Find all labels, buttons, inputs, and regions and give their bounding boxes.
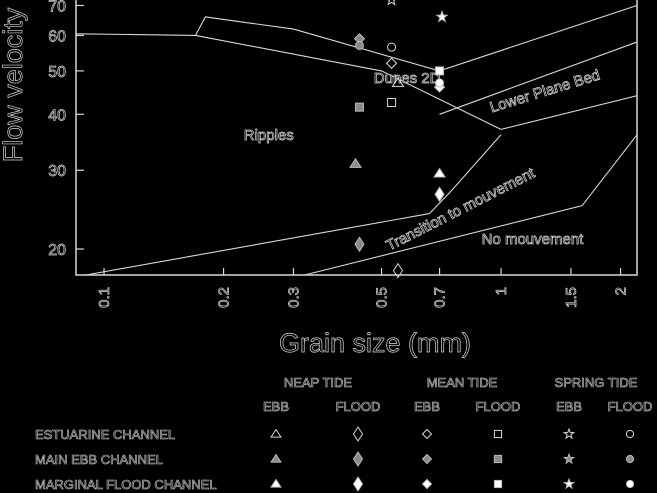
region-label: No mouvement xyxy=(482,231,585,248)
star-marker-icon xyxy=(562,452,576,465)
legend-column-label: EBB xyxy=(414,399,440,414)
tall-diamond-marker-icon xyxy=(354,236,365,253)
boundary-ripples-upper xyxy=(75,33,502,130)
y-tick-label: 30 xyxy=(48,163,66,180)
plot-frame xyxy=(75,0,638,276)
boundary-transition-upper xyxy=(85,134,502,276)
tall-diamond-marker-icon xyxy=(352,451,364,467)
triangle-marker-icon xyxy=(270,428,282,438)
circle-marker-icon xyxy=(625,454,635,464)
axes: 20 30 40 50 60 70 0.1 0.2 0.3 0.5 0.7 1 1.5 2 Grain si… xyxy=(0,0,630,358)
star-marker-icon xyxy=(562,477,576,490)
circle-marker-icon xyxy=(625,479,635,489)
square-marker-icon xyxy=(493,429,503,439)
diamond-marker-icon xyxy=(385,57,398,69)
region-label: Dunes 2D xyxy=(374,70,441,87)
y-tick-label: 40 xyxy=(48,107,66,124)
triangle-marker-icon xyxy=(391,77,405,87)
x-tick-label: 2 xyxy=(613,287,630,295)
x-axis-label: Grain size (mm) xyxy=(279,328,471,358)
tall-diamond-marker-icon xyxy=(352,476,364,492)
triangle-marker-icon xyxy=(270,453,282,463)
tall-diamond-marker-icon xyxy=(352,426,364,442)
y-tick-label: 60 xyxy=(48,28,66,45)
star-marker-icon xyxy=(562,427,576,440)
triangle-marker-icon xyxy=(270,478,282,488)
boundary-lower-plane-bed-upper xyxy=(439,41,638,115)
x-tick-label: 0.5 xyxy=(374,287,391,308)
tall-diamond-marker-icon xyxy=(392,262,404,279)
legend-group-label: NEAP TIDE xyxy=(284,375,352,390)
legend-column-label: EBB xyxy=(556,399,582,414)
legend-column-label: FLOOD xyxy=(476,399,521,414)
square-marker-icon xyxy=(387,97,397,107)
legend-row-label: MAIN EBB CHANNEL xyxy=(35,452,163,467)
x-tick-label: 1.5 xyxy=(563,287,580,308)
square-marker-icon xyxy=(493,479,503,489)
y-tick-label: 70 xyxy=(48,0,66,15)
x-tick-label: 0.1 xyxy=(96,287,113,308)
plot-border xyxy=(75,0,638,276)
legend-column-label: FLOOD xyxy=(608,399,653,414)
circle-marker-icon xyxy=(387,42,397,52)
legend-row-label: ESTUARINE CHANNEL xyxy=(35,427,175,442)
x-tick-label: 1 xyxy=(493,287,510,295)
diamond-marker-icon xyxy=(421,428,433,440)
star-marker-icon xyxy=(435,9,449,23)
square-marker-icon xyxy=(435,66,445,76)
region-label: Ripples xyxy=(244,127,294,144)
x-tick-label: 0.7 xyxy=(432,287,449,308)
diamond-marker-icon xyxy=(421,478,433,490)
tall-diamond-marker-icon xyxy=(434,186,445,203)
boundary-transition-lower xyxy=(304,134,638,276)
diamond-marker-icon xyxy=(421,453,433,465)
legend-column-label: FLOOD xyxy=(336,399,381,414)
legend-group-label: SPRING TIDE xyxy=(555,375,638,390)
circle-marker-icon xyxy=(435,78,445,88)
circle-marker-icon xyxy=(354,40,364,50)
data-points xyxy=(349,0,449,279)
y-axis-label: Flow velocity xyxy=(0,7,28,162)
legend-row-label: MARGINAL FLOOD CHANNEL xyxy=(35,477,217,492)
circle-marker-icon xyxy=(625,429,635,439)
square-marker-icon xyxy=(354,102,364,112)
boundary-dunes-lower xyxy=(195,4,638,72)
legend-group-label: MEAN TIDE xyxy=(427,375,498,390)
legend: NEAP TIDE MEAN TIDE SPRING TIDE EBB FLOOD EBB… xyxy=(35,375,653,493)
boundary-lower-plane-bed-lower xyxy=(500,95,638,130)
regime-boundaries xyxy=(75,4,638,276)
y-tick-label: 20 xyxy=(48,242,66,259)
legend-column-label: EBB xyxy=(263,399,289,414)
triangle-marker-icon xyxy=(433,167,446,178)
x-tick-label: 0.2 xyxy=(216,287,233,308)
star-marker-icon xyxy=(387,0,396,6)
x-tick-label: 0.3 xyxy=(285,287,302,308)
square-marker-icon xyxy=(493,454,503,464)
triangle-marker-icon xyxy=(349,157,362,168)
y-tick-label: 50 xyxy=(48,64,66,81)
